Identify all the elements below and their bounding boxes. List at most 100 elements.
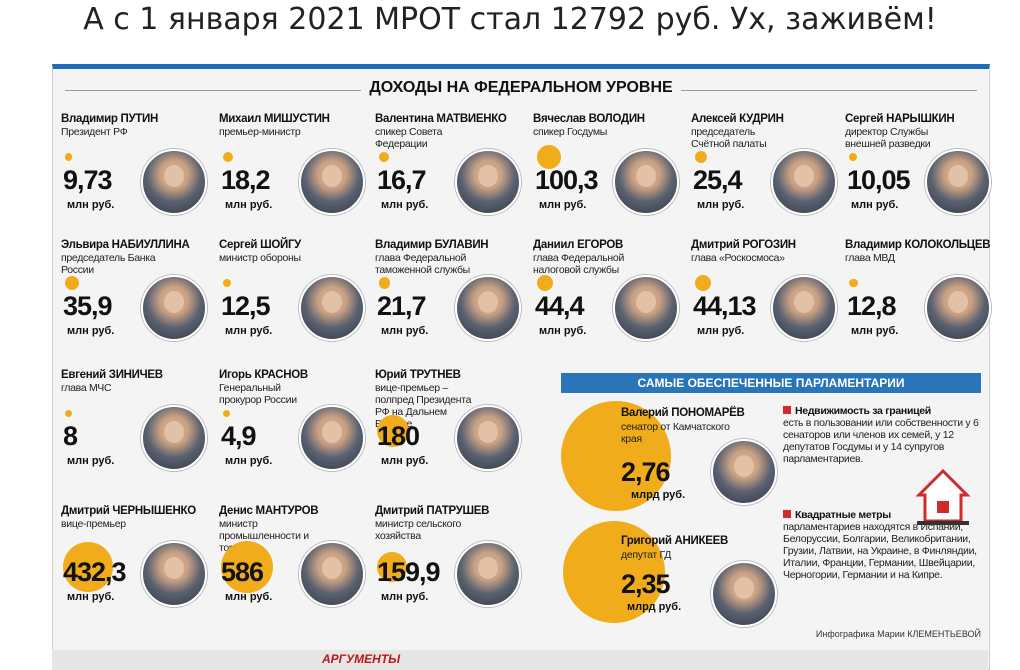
note-bullet xyxy=(783,510,791,518)
income-value: 180 xyxy=(377,421,420,451)
income-dot xyxy=(695,150,708,164)
person-card: Юрий ТРУТНЕВ вице-премьер – полпред Прези… xyxy=(375,369,525,489)
person-name: Сергей НАРЫШКИН xyxy=(845,113,955,125)
person-photo xyxy=(455,149,521,215)
income-unit: млн руб. xyxy=(539,325,587,337)
person-role: премьер-министр xyxy=(219,126,301,138)
income-unit: млн руб. xyxy=(851,325,899,337)
income-dot xyxy=(223,151,234,163)
person-photo xyxy=(925,149,991,215)
person-card: Владимир КОЛОКОЛЬЦЕВ глава МВД 12,8 млн руб… xyxy=(845,239,995,359)
income-unit: млн руб. xyxy=(67,325,115,337)
footer-logo: АРГУМЕНТЫ xyxy=(322,652,401,666)
person-role: Генеральный прокурор России xyxy=(219,382,297,406)
parliament-unit-anikeev: млрд руб. xyxy=(627,601,682,613)
person-role: министр обороны xyxy=(219,252,301,264)
income-value: 12,8 xyxy=(847,291,897,321)
person-card: Даниил ЕГОРОВ глава Федеральной налоговой… xyxy=(533,239,683,359)
person-name: Денис МАНТУРОВ xyxy=(219,505,319,517)
income-value: 159,9 xyxy=(377,557,441,587)
person-name: Даниил ЕГОРОВ xyxy=(533,239,624,251)
income-value: 21,7 xyxy=(377,291,427,321)
income-dot xyxy=(223,409,230,417)
note-bullet xyxy=(783,406,791,414)
person-photo xyxy=(141,149,207,215)
person-name: Сергей ШОЙГУ xyxy=(219,239,302,251)
income-value: 100,3 xyxy=(535,165,599,195)
income-dot xyxy=(65,409,72,417)
person-role: глава МЧС xyxy=(61,382,112,394)
income-unit: млн руб. xyxy=(697,199,745,211)
person-photo xyxy=(771,275,837,341)
person-name: Михаил МИШУСТИН xyxy=(219,113,330,125)
person-role: председатель Банка России xyxy=(61,252,156,276)
income-value: 8 xyxy=(63,421,78,451)
parliament-value-ponomarev: 2,76 xyxy=(621,457,671,487)
person-name: Владимир КОЛОКОЛЬЦЕВ xyxy=(845,239,991,251)
photo-ponomarev xyxy=(711,439,777,505)
income-unit: млн руб. xyxy=(381,591,429,603)
person-name: Дмитрий ЧЕРНЫШЕНКО xyxy=(61,505,196,517)
note-real-estate: Недвижимость за границей есть в пользова… xyxy=(783,405,979,465)
income-dot xyxy=(377,551,408,583)
income-value: 44,4 xyxy=(535,291,585,321)
income-unit: млн руб. xyxy=(67,199,115,211)
card-title: ДОХОДЫ НА ФЕДЕРАЛЬНОМ УРОВНЕ xyxy=(53,79,989,97)
person-role: министр сельского хозяйства xyxy=(375,518,462,542)
income-value: 432,3 xyxy=(63,557,127,587)
person-card: Сергей НАРЫШКИН директор Службы внешней р… xyxy=(845,113,995,233)
income-value: 12,5 xyxy=(221,291,271,321)
person-name: Владимир ПУТИН xyxy=(61,113,158,125)
person-photo xyxy=(299,149,365,215)
income-dot xyxy=(65,275,80,291)
income-dot xyxy=(221,541,273,593)
person-card: Игорь КРАСНОВ Генеральный прокурор России… xyxy=(219,369,369,489)
credit: Инфографика Марии КЛЕМЕНТЬЕВОЙ xyxy=(815,629,981,639)
person-card: Владимир БУЛАВИН глава Федеральной таможе… xyxy=(375,239,525,359)
infographic-card: ДОХОДЫ НА ФЕДЕРАЛЬНОМ УРОВНЕ Владимир ПУ… xyxy=(52,64,991,670)
person-role: директор Службы внешней разведки xyxy=(845,126,931,150)
income-unit: млн руб. xyxy=(539,199,587,211)
income-dot xyxy=(65,153,73,161)
income-unit: млн руб. xyxy=(225,591,273,603)
person-role: глава Федеральной налоговой службы xyxy=(533,252,625,276)
person-name: Игорь КРАСНОВ xyxy=(219,369,308,381)
photo-anikeev xyxy=(711,561,777,627)
income-value: 16,7 xyxy=(377,165,427,195)
income-value: 9,73 xyxy=(63,165,113,195)
income-dot xyxy=(695,275,711,291)
note-square-meters: Квадратные метры парламентариев находятс… xyxy=(783,509,977,581)
person-name: Дмитрий РОГОЗИН xyxy=(691,239,796,251)
footer-strip: АРГУМЕНТЫ xyxy=(52,650,988,670)
income-unit: млн руб. xyxy=(225,199,273,211)
person-role: спикер Совета Федерации xyxy=(375,126,443,150)
income-unit: млн руб. xyxy=(381,455,429,467)
parliament-name-ponomarev: Валерий ПОНОМАРЁВ xyxy=(621,407,745,419)
income-unit: млн руб. xyxy=(225,455,273,467)
parliament-role-ponomarev: сенатор от Камчатского края xyxy=(621,421,730,445)
person-photo xyxy=(299,405,365,471)
person-name: Валентина МАТВИЕНКО xyxy=(375,113,507,125)
person-name: Юрий ТРУТНЕВ xyxy=(375,369,461,381)
income-dot xyxy=(537,144,562,169)
person-card: Сергей ШОЙГУ министр обороны 12,5 млн руб. xyxy=(219,239,369,359)
person-card: Владимир ПУТИН Президент РФ 9,73 млн руб. xyxy=(61,113,211,233)
income-dot xyxy=(849,278,858,288)
income-dot xyxy=(223,278,232,288)
person-role: спикер Госдумы xyxy=(533,126,608,138)
income-value: 18,2 xyxy=(221,165,271,195)
person-card: Валентина МАТВИЕНКО спикер Совета Федерац… xyxy=(375,113,525,233)
person-photo xyxy=(771,149,837,215)
house-icon xyxy=(915,468,971,525)
person-card: Эльвира НАБИУЛЛИНА председатель Банка Рос… xyxy=(61,239,211,359)
income-unit: млн руб. xyxy=(225,325,273,337)
person-photo xyxy=(141,541,207,607)
income-unit: млн руб. xyxy=(381,199,429,211)
income-bubble-anikeev xyxy=(563,521,665,623)
income-bubble-ponomarev xyxy=(561,401,671,511)
person-card: Евгений ЗИНИЧЕВ глава МЧС 8 млн руб. xyxy=(61,369,211,489)
income-unit: млн руб. xyxy=(67,591,115,603)
income-value: 4,9 xyxy=(221,421,257,451)
person-card: Дмитрий РОГОЗИН глава «Роскосмоса» 44,13 мл… xyxy=(691,239,841,359)
